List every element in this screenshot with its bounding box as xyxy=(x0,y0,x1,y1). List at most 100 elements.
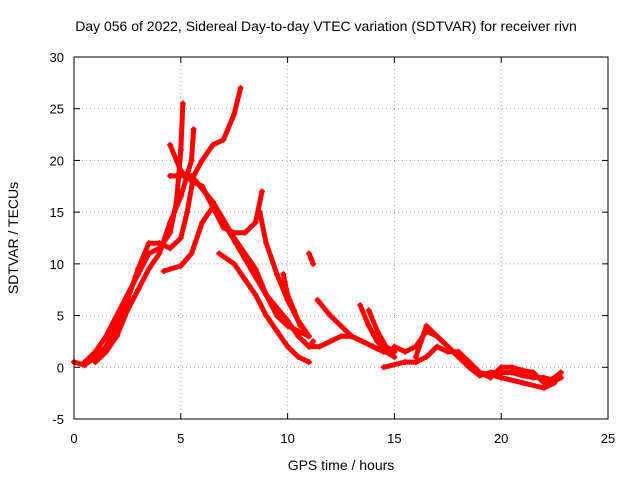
data-point-marker xyxy=(519,372,526,379)
data-point-marker xyxy=(177,147,184,154)
data-point-marker xyxy=(508,364,515,371)
y-tick-label: 0 xyxy=(57,360,64,375)
data-point-marker xyxy=(209,141,216,148)
data-point-marker xyxy=(284,291,291,298)
data-point-marker xyxy=(374,338,381,345)
data-point-marker xyxy=(295,353,302,360)
y-tick-label: 20 xyxy=(50,153,64,168)
data-point-marker xyxy=(558,369,565,376)
y-tick-label: 5 xyxy=(57,309,64,324)
data-point-marker xyxy=(327,338,334,345)
y-axis-label: SDTVAR / TECUs xyxy=(5,182,21,294)
data-point-marker xyxy=(231,260,238,267)
series-track-17 xyxy=(413,323,558,391)
series-track-6 xyxy=(167,173,312,339)
data-point-marker xyxy=(310,338,317,345)
data-point-marker xyxy=(434,343,441,350)
data-point-marker xyxy=(241,276,248,283)
data-point-marker xyxy=(519,367,526,374)
data-point-marker xyxy=(188,157,195,164)
data-point-marker xyxy=(156,250,163,257)
chart-title: Day 056 of 2022, Sidereal Day-to-day VTE… xyxy=(75,18,577,34)
x-tick-label: 20 xyxy=(494,431,508,446)
x-tick-label: 5 xyxy=(177,431,184,446)
data-point-marker xyxy=(476,369,483,376)
data-point-marker xyxy=(113,333,120,340)
data-point-marker xyxy=(305,250,312,257)
data-point-marker xyxy=(338,333,344,340)
data-point-marker xyxy=(423,353,430,360)
data-point-marker xyxy=(190,126,197,133)
data-point-marker xyxy=(295,328,302,335)
data-point-marker xyxy=(540,384,547,391)
y-tick-label: 10 xyxy=(50,257,64,272)
series-track-9 xyxy=(280,271,303,329)
x-axis-label: GPS time / hours xyxy=(288,457,395,473)
data-point-marker xyxy=(305,343,312,350)
data-point-marker xyxy=(167,245,174,252)
data-point-marker xyxy=(258,188,265,195)
data-point-marker xyxy=(295,333,302,340)
data-point-marker xyxy=(284,322,291,329)
data-point-marker xyxy=(380,364,387,371)
data-point-marker xyxy=(412,359,419,366)
series-track-12 xyxy=(315,297,397,355)
y-tick-label: 30 xyxy=(50,50,64,65)
data-point-marker xyxy=(135,286,142,293)
data-point-marker xyxy=(103,333,110,340)
data-point-marker xyxy=(177,193,184,200)
data-point-marker xyxy=(374,328,381,335)
x-tick-label: 0 xyxy=(70,431,77,446)
series-track-14 xyxy=(366,307,397,355)
data-point-marker xyxy=(209,198,216,205)
data-point-marker xyxy=(179,100,186,107)
data-point-marker xyxy=(530,369,537,376)
data-point-marker xyxy=(241,229,248,236)
data-point-marker xyxy=(498,364,505,371)
data-point-marker xyxy=(365,307,372,314)
data-point-marker xyxy=(551,374,558,381)
data-point-marker xyxy=(167,219,174,226)
data-point-marker xyxy=(308,255,315,262)
data-point-marker xyxy=(124,291,131,298)
data-point-marker xyxy=(297,322,304,329)
data-point-marker xyxy=(231,110,238,117)
data-point-marker xyxy=(167,172,174,179)
data-point-marker xyxy=(370,343,377,350)
data-point-marker xyxy=(310,260,317,267)
data-point-marker xyxy=(365,322,372,329)
x-tick-label: 25 xyxy=(601,431,615,446)
series-track-1 xyxy=(71,85,244,368)
data-point-marker xyxy=(305,333,312,340)
data-point-marker xyxy=(540,379,547,386)
series-track-2 xyxy=(82,101,186,365)
x-tick-label: 10 xyxy=(280,431,294,446)
data-point-marker xyxy=(81,359,88,366)
data-point-marker xyxy=(382,348,389,355)
data-point-marker xyxy=(113,312,120,319)
data-point-marker xyxy=(338,322,344,329)
data-point-marker xyxy=(455,353,462,360)
data-point-marker xyxy=(237,85,244,92)
data-point-marker xyxy=(252,266,259,273)
y-tick-label: 15 xyxy=(50,205,64,220)
data-point-marker xyxy=(382,343,389,350)
data-point-marker xyxy=(135,271,142,278)
data-point-marker xyxy=(391,343,398,350)
data-point-marker xyxy=(359,338,366,345)
data-point-marker xyxy=(519,379,526,386)
data-point-marker xyxy=(434,333,441,340)
data-point-marker xyxy=(391,353,398,360)
data-point-marker xyxy=(145,250,152,257)
data-point-marker xyxy=(145,240,152,247)
data-point-marker xyxy=(177,167,184,174)
data-point-marker xyxy=(444,343,451,350)
data-point-marker xyxy=(263,240,270,247)
data-point-marker xyxy=(177,235,184,241)
data-point-marker xyxy=(199,219,206,226)
data-point-marker xyxy=(184,209,191,216)
data-point-marker xyxy=(92,348,99,355)
data-point-marker xyxy=(263,291,270,298)
